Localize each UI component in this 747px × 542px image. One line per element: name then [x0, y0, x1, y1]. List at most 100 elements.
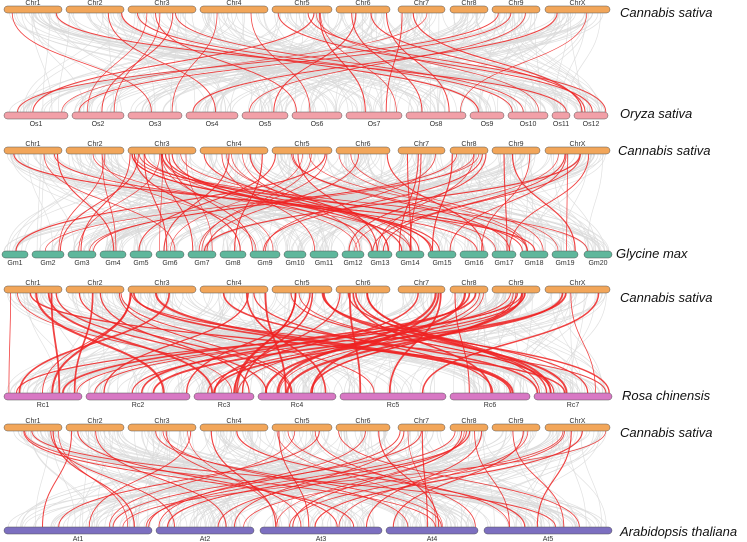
chromosome-bar-cannabis — [491, 5, 541, 14]
syntenic-link — [8, 292, 12, 394]
chromosome-bar-glycine — [283, 250, 307, 259]
collinear-link — [85, 430, 206, 528]
collinear-link — [110, 12, 336, 113]
syntenic-link — [155, 12, 297, 113]
collinear-link — [45, 153, 276, 252]
chromosome-label-glycine: Gm3 — [74, 260, 89, 267]
collinear-link — [103, 430, 291, 528]
collinear-link — [493, 12, 559, 113]
syntenic-link — [131, 153, 440, 252]
chromosome-label-cannabis: Chr7 — [414, 141, 429, 148]
syntenic-link — [226, 153, 411, 252]
chromosome-bar-cannabis — [397, 423, 446, 432]
collinear-link — [96, 430, 106, 528]
syntenic-link — [320, 12, 397, 113]
collinear-link — [58, 430, 351, 528]
collinear-link — [436, 292, 521, 394]
collinear-link — [116, 12, 182, 113]
syntenic-link — [77, 430, 338, 528]
collinear-link — [24, 430, 591, 528]
collinear-link — [204, 430, 276, 528]
syntenic-link — [112, 430, 422, 528]
collinear-link — [242, 430, 459, 528]
chromosome-label-oryza: Os1 — [30, 121, 43, 128]
chromosome-bar-cannabis — [271, 285, 333, 294]
collinear-link — [367, 153, 441, 252]
chromosome-bar-cannabis — [449, 146, 489, 155]
chromosome-bar-cannabis — [544, 423, 611, 432]
syntenic-link — [231, 153, 390, 252]
chromosome-label-glycine: Gm17 — [494, 260, 513, 267]
collinear-link — [151, 292, 356, 394]
collinear-link — [559, 12, 587, 113]
chromosome-label-cannabis: Chr4 — [226, 141, 241, 148]
collinear-link — [567, 430, 587, 528]
syntenic-link — [409, 153, 422, 252]
collinear-link — [85, 430, 211, 528]
collinear-link — [566, 12, 601, 113]
species-label-panel1-bottom: Oryza sativa — [620, 106, 692, 121]
collinear-link — [410, 292, 552, 394]
chromosome-bar-rosa — [257, 392, 337, 401]
collinear-link — [9, 153, 236, 252]
collinear-link — [174, 153, 533, 252]
collinear-link — [117, 12, 384, 113]
collinear-link — [33, 12, 85, 113]
collinear-link — [412, 430, 607, 528]
collinear-link — [412, 153, 557, 252]
collinear-link — [219, 430, 277, 528]
chromosome-bar-arabidopsis — [3, 526, 153, 535]
syntenic-link — [237, 292, 480, 394]
collinear-link — [587, 153, 604, 252]
chromosome-bar-cannabis — [65, 285, 125, 294]
chromosome-label-rosa: Rc6 — [484, 402, 497, 409]
chromosome-label-oryza: Os2 — [92, 121, 105, 128]
collinear-link — [23, 12, 358, 113]
collinear-link — [297, 153, 514, 252]
chromosome-bar-oryza — [469, 111, 505, 120]
collinear-link — [252, 292, 264, 394]
collinear-link — [352, 12, 534, 113]
syntenic-link — [214, 292, 419, 394]
chromosome-label-cannabis: Chr3 — [154, 418, 169, 425]
syntenic-link — [118, 292, 293, 394]
syntenic-link — [203, 153, 420, 252]
collinear-link — [13, 292, 214, 394]
collinear-link — [106, 292, 416, 394]
collinear-link — [98, 430, 217, 528]
collinear-link — [420, 12, 569, 113]
chromosome-label-rosa: Rc3 — [218, 402, 231, 409]
chromosome-bar-glycine — [367, 250, 393, 259]
syntenic-link — [398, 153, 419, 252]
chromosome-label-cannabis: Chr9 — [508, 280, 523, 287]
chromosome-bar-cannabis — [3, 5, 63, 14]
collinear-link — [421, 12, 564, 113]
collinear-link — [73, 153, 218, 252]
chromosome-label-cannabis: Chr8 — [461, 141, 476, 148]
chromosome-label-cannabis: Chr5 — [294, 280, 309, 287]
collinear-link — [79, 430, 114, 528]
collinear-link — [319, 153, 587, 252]
collinear-link — [401, 292, 606, 394]
syntenic-link — [233, 292, 341, 394]
chromosome-bar-arabidopsis — [483, 526, 613, 535]
chromosome-bar-cannabis — [397, 5, 446, 14]
syntenic-link — [166, 430, 471, 528]
chromosome-label-oryza: Os11 — [553, 121, 569, 128]
collinear-link — [407, 430, 575, 528]
syntenic-link — [290, 292, 555, 394]
chromosome-bar-oryza — [551, 111, 571, 120]
chromosome-label-cannabis: Chr5 — [294, 418, 309, 425]
chromosome-label-cannabis: Chr6 — [355, 141, 370, 148]
collinear-link — [147, 430, 155, 528]
syntenic-link — [314, 430, 583, 528]
collinear-link — [513, 12, 590, 113]
collinear-link — [403, 430, 435, 528]
collinear-link — [569, 12, 581, 113]
collinear-link — [273, 430, 386, 528]
syntenic-link — [474, 430, 510, 528]
collinear-link — [372, 12, 479, 113]
collinear-link — [152, 12, 227, 113]
syntenic-link — [314, 430, 476, 528]
collinear-link — [83, 12, 140, 113]
